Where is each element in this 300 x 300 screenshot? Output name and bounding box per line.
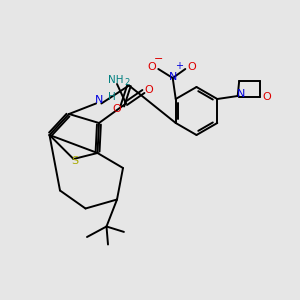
Text: O: O [144,85,153,95]
Text: N: N [95,95,103,105]
Text: H: H [108,92,116,102]
Text: NH: NH [108,75,123,85]
Text: N: N [169,71,177,82]
Text: 2: 2 [124,78,129,87]
Text: O: O [188,61,196,72]
Text: N: N [236,88,245,99]
Text: +: + [175,61,183,71]
Text: −: − [154,54,164,64]
Text: O: O [262,92,271,102]
Text: S: S [71,156,79,167]
Text: O: O [112,104,122,115]
Text: O: O [147,61,156,72]
